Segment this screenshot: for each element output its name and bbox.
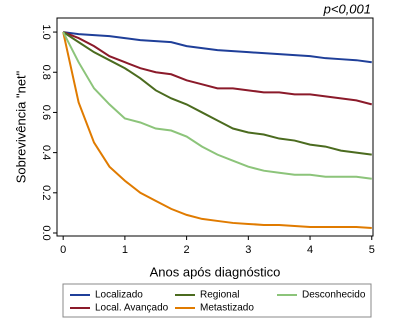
- x-tick-label: 5: [369, 244, 375, 256]
- annotation: p<0,001: [323, 1, 371, 16]
- legend-label: Metastizado: [200, 303, 254, 314]
- legend-box: [62, 283, 372, 318]
- y-tick-label: 0.6: [40, 105, 52, 120]
- y-tick-label: 1.0: [40, 24, 52, 39]
- x-tick-label: 0: [60, 244, 66, 256]
- legend-label: Local. Avançado: [95, 303, 169, 314]
- series-line: [62, 31, 373, 106]
- x-tick-label: 1: [122, 244, 128, 256]
- x-tick-label: 3: [245, 244, 251, 256]
- series-line: [62, 31, 372, 156]
- series-line: [62, 31, 372, 180]
- y-tick-label: 0.2: [40, 185, 52, 200]
- y-tick-label: 0.4: [40, 145, 52, 160]
- plot-frame: [56, 17, 374, 237]
- series-line: [62, 31, 372, 229]
- y-axis-label: Sobrevivência "net": [13, 70, 28, 183]
- x-tick-label: 4: [307, 244, 313, 256]
- y-tick-label: 0.8: [40, 65, 52, 80]
- x-tick-label: 2: [184, 244, 190, 256]
- legend-label: Localizado: [95, 290, 143, 301]
- legend-label: Regional: [200, 290, 239, 301]
- series-line: [63, 31, 372, 64]
- legend-label: Desconhecido: [302, 290, 366, 301]
- x-axis-label: Anos após diagnóstico: [150, 264, 281, 279]
- y-tick-label: 0.0: [40, 225, 52, 240]
